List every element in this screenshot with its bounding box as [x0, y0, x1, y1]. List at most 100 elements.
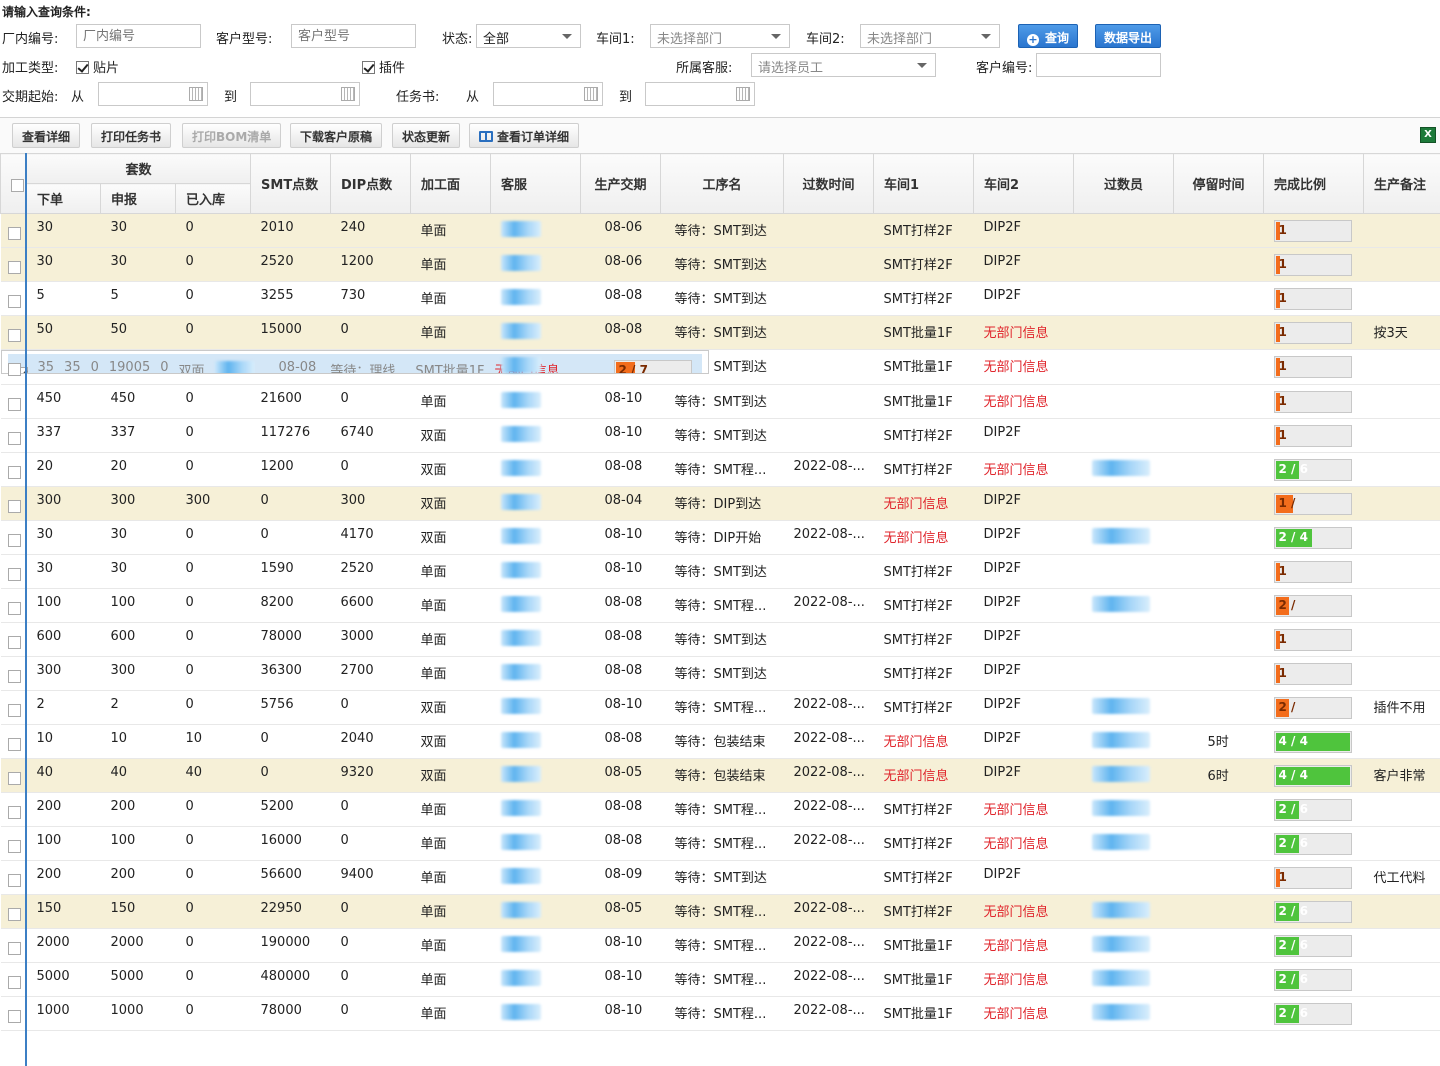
due-header[interactable]: 生产交期 — [580, 153, 662, 214]
checkbox-icon[interactable] — [7, 261, 21, 274]
order-header[interactable]: 下单 — [26, 183, 101, 214]
checkbox-icon[interactable] — [7, 737, 21, 751]
table-row[interactable]: 2 2 0 5756 0 双面 08-10 等待：SMT程... 2022-08-... SMT打… — [0, 690, 1440, 725]
table-row[interactable]: 150 150 0 22950 0 单面 08-05 等待：SMT程... 2022-08-..… — [0, 894, 1440, 929]
query-button[interactable]: + 查询 — [1018, 24, 1079, 48]
status-update-button[interactable]: 状态更新 — [392, 123, 461, 148]
table-row[interactable]: 50 50 0 15000 0 单面 08-08 等待：SMT到达 SMT批量1F 无部门信息 1 按… — [0, 315, 1440, 350]
table-row[interactable]: 100 100 0 8200 6600 单面 08-08 等待：SMT程... 2022-08-… — [0, 588, 1440, 623]
calendar-icon[interactable] — [584, 87, 598, 101]
row-select-cell[interactable] — [0, 315, 27, 350]
checkbox-icon[interactable] — [7, 533, 21, 547]
download-original-button[interactable]: 下载客户原稿 — [290, 123, 383, 148]
row-select-cell[interactable] — [0, 894, 27, 929]
pass-time-header[interactable]: 过数时间 — [783, 153, 875, 214]
checkbox-icon[interactable] — [7, 771, 21, 785]
table-row[interactable]: 30 30 0 2520 1200 单面 08-06 等待：SMT到达 SMT打样2F DIP2F… — [0, 247, 1440, 282]
table-row[interactable]: 30 30 0 0 4170 双面 08-10 等待：DIP开始 2022-08-... 无部门信… — [0, 520, 1440, 555]
row-select-cell[interactable] — [0, 554, 27, 589]
table-row[interactable]: 600 600 0 78000 3000 单面 08-08 等待：SMT到达 SMT打样2F DI… — [0, 622, 1440, 657]
view-detail-button[interactable]: 查看详细 — [12, 123, 81, 148]
calendar-icon[interactable] — [189, 87, 203, 101]
dip-checkbox[interactable]: 插件 — [362, 57, 405, 76]
checkbox-icon[interactable] — [7, 669, 21, 683]
checkbox-icon[interactable] — [7, 499, 21, 513]
cust-no-input[interactable] — [1036, 53, 1161, 77]
ws1-header[interactable]: 车间1 — [873, 153, 975, 214]
checkbox-icon[interactable] — [7, 941, 21, 955]
row-select-cell[interactable] — [0, 962, 27, 997]
workshop1-select[interactable]: 未选择部门 — [650, 24, 790, 48]
table-row[interactable]: 30 30 0 1590 2520 单面 08-10 等待：SMT到达 SMT打样2F DIP2F… — [0, 554, 1440, 589]
row-select-cell[interactable] — [0, 758, 27, 793]
row-select-cell[interactable] — [0, 690, 27, 725]
table-row[interactable]: 40 40 40 0 9320 双面 08-05 等待：包装结束 2022-08-... 无部门信… — [0, 758, 1440, 793]
table-row[interactable]: 100 100 0 16000 0 单面 08-08 等待：SMT程... 2022-08-..… — [0, 826, 1440, 861]
export-button[interactable]: 数据导出 — [1095, 24, 1162, 48]
checkbox-icon[interactable] — [7, 567, 21, 581]
excel-icon[interactable]: X — [1420, 127, 1436, 143]
cust-model-input[interactable] — [291, 24, 416, 48]
due-from-input[interactable] — [98, 82, 208, 106]
ws2-header[interactable]: 车间2 — [973, 153, 1075, 214]
due-to-input[interactable] — [250, 82, 360, 106]
table-row[interactable]: 1000 1000 0 78000 0 单面 08-10 等待：SMT程... 2022-08-… — [0, 996, 1440, 1031]
process-header[interactable]: 工序名 — [660, 153, 785, 214]
row-select-cell[interactable] — [0, 486, 27, 521]
calendar-icon[interactable] — [736, 87, 750, 101]
checkbox-icon[interactable] — [7, 975, 21, 989]
checkbox-icon[interactable] — [7, 397, 21, 411]
table-row[interactable]: 2000 2000 0 190000 0 单面 08-10 等待：SMT程... 2022-08… — [0, 928, 1440, 963]
row-select-cell[interactable] — [0, 826, 27, 861]
service-select[interactable]: 请选择员工 — [751, 53, 936, 77]
stocked-header[interactable]: 已入库 — [174, 183, 252, 214]
factory-no-input[interactable] — [76, 24, 201, 48]
row-select-cell[interactable] — [0, 281, 27, 316]
task-from-input[interactable] — [493, 82, 603, 106]
passer-header[interactable]: 过数员 — [1073, 153, 1175, 214]
row-select-cell[interactable] — [0, 247, 27, 282]
view-order-button[interactable]: 查看订单详细 — [469, 123, 580, 148]
print-bom-button[interactable]: 打印BOM清单 — [182, 123, 282, 148]
checkbox-icon[interactable] — [7, 431, 21, 445]
table-row[interactable]: 5 5 0 3255 730 单面 08-08 等待：SMT到达 SMT打样2F DIP2F 1 — [0, 281, 1440, 316]
checkbox-icon[interactable] — [10, 178, 24, 192]
checkbox-icon[interactable] — [7, 839, 21, 853]
checkbox-icon[interactable] — [7, 805, 21, 819]
row-select-cell[interactable] — [0, 792, 27, 827]
dip-header[interactable]: DIP点数 — [330, 153, 412, 214]
row-select-cell[interactable] — [0, 928, 27, 963]
smt-header[interactable]: SMT点数 — [250, 153, 332, 214]
task-to-input[interactable] — [645, 82, 755, 106]
report-header[interactable]: 申报 — [100, 183, 176, 214]
checkbox-icon[interactable] — [7, 601, 21, 615]
row-select-cell[interactable] — [0, 520, 27, 555]
ratio-header[interactable]: 完成比例 — [1263, 153, 1365, 214]
table-row[interactable]: 450 450 0 21600 0 单面 08-10 等待：SMT到达 SMT批量1F 无部门信息… — [0, 384, 1440, 419]
status-select[interactable]: 全部 — [476, 24, 581, 48]
checkbox-icon[interactable] — [7, 907, 21, 921]
table-row[interactable]: 20 20 0 1200 0 双面 08-08 等待：SMT程... 2022-08-... SM… — [0, 452, 1440, 487]
checkbox-icon[interactable] — [7, 227, 21, 240]
row-select-cell[interactable] — [0, 724, 27, 759]
table-row[interactable]: 337 337 0 117276 6740 双面 08-10 等待：SMT到达 SMT打样2F D… — [0, 418, 1440, 453]
row-select-cell[interactable] — [0, 213, 27, 248]
checkbox-icon[interactable] — [7, 635, 21, 649]
table-row[interactable]: 300 300 300 0 300 双面 08-04 等待：DIP到达 无部门信息 DIP2F 1 … — [0, 486, 1440, 521]
row-select-cell[interactable] — [0, 656, 27, 691]
smt-checkbox[interactable]: 贴片 — [76, 57, 119, 76]
row-select-cell[interactable] — [0, 860, 27, 895]
service-header[interactable]: 客服 — [490, 153, 582, 214]
row-select-cell[interactable] — [0, 452, 27, 487]
checkbox-icon[interactable] — [7, 703, 21, 717]
checkbox-icon[interactable] — [7, 1009, 21, 1023]
table-row[interactable]: 300 300 0 36300 2700 单面 08-08 等待：SMT到达 SMT打样2F DI… — [0, 656, 1440, 691]
note-header[interactable]: 生产备注 — [1363, 153, 1440, 214]
checkbox-icon[interactable] — [7, 295, 21, 308]
checkbox-icon[interactable] — [7, 465, 21, 479]
checkbox-icon[interactable] — [7, 873, 21, 887]
side-header[interactable]: 加工面 — [410, 153, 492, 214]
checkbox-icon[interactable] — [7, 363, 21, 376]
calendar-icon[interactable] — [341, 87, 355, 101]
